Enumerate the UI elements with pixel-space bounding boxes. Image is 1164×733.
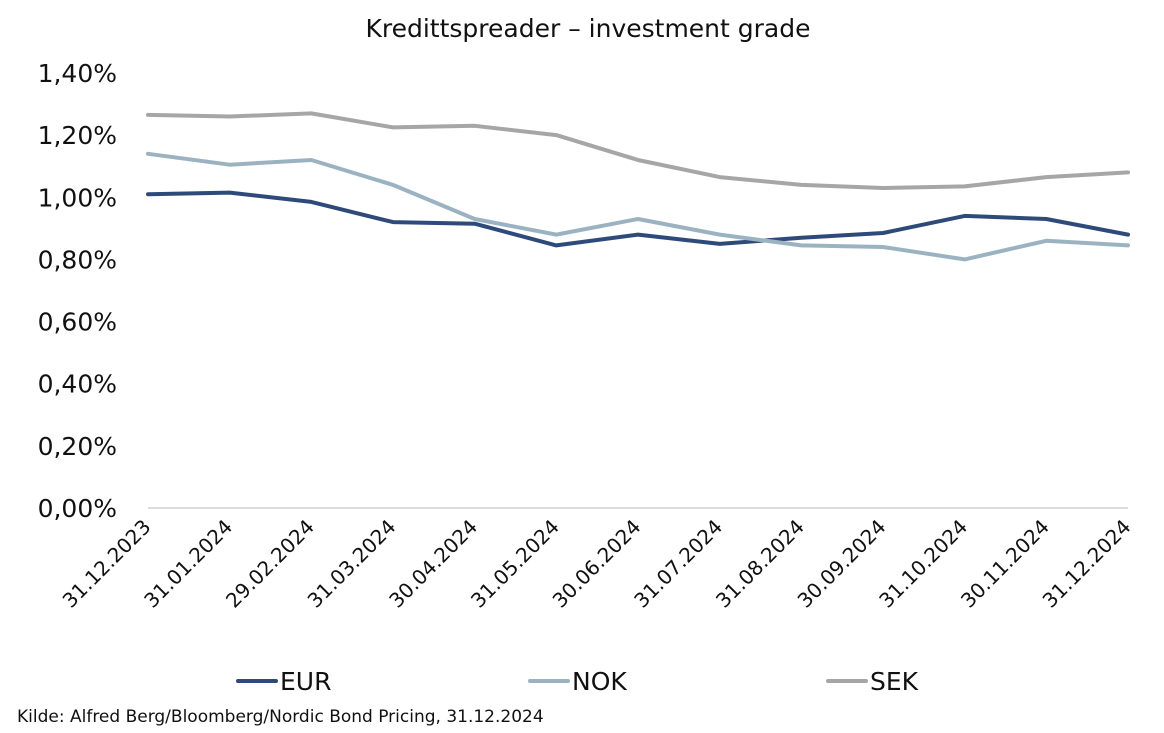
y-tick-label: 0,00%: [38, 494, 117, 523]
legend-label-eur: EUR: [280, 667, 331, 696]
x-tick-label: 31.12.2024: [1038, 515, 1136, 613]
y-tick-label: 0,40%: [38, 370, 117, 399]
y-tick-label: 1,40%: [38, 59, 117, 88]
y-tick-label: 1,20%: [38, 121, 117, 150]
legend-label-sek: SEK: [870, 667, 919, 696]
y-tick-label: 1,00%: [38, 183, 117, 212]
legend-label-nok: NOK: [572, 667, 627, 696]
y-tick-label: 0,80%: [38, 245, 117, 274]
legend: EUR NOK SEK: [236, 667, 919, 696]
source-note: Kilde: Alfred Berg/Bloomberg/Nordic Bond…: [17, 707, 544, 727]
y-axis-ticks: 0,00% 0,20% 0,40% 0,60% 0,80% 1,00% 1,20% 1,40%: [38, 59, 117, 523]
x-axis-ticks: 31.12.202331.01.202429.02.202431.03.2024…: [58, 515, 1136, 613]
series-line-nok: [146, 151, 1130, 262]
y-tick-label: 0,60%: [38, 308, 117, 337]
y-tick-label: 0,20%: [38, 432, 117, 461]
series-line-eur: [146, 190, 1130, 248]
series-line-sek: [146, 111, 1130, 190]
series-lines: [146, 111, 1130, 262]
chart-title: Kredittspreader – investment grade: [365, 14, 810, 43]
